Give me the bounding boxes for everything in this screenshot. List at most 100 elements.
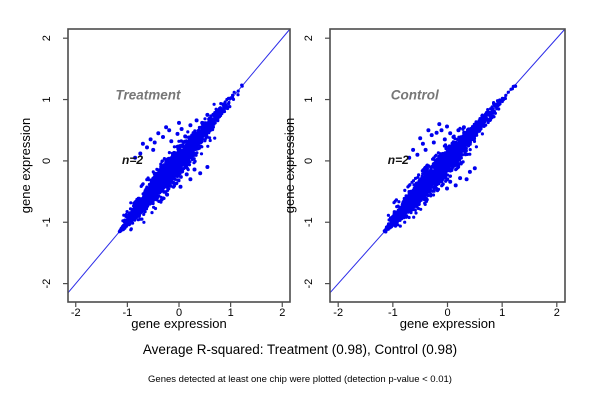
- data-point: [459, 148, 463, 152]
- data-point: [423, 170, 428, 174]
- data-point: [181, 158, 185, 162]
- data-point: [468, 148, 472, 152]
- data-point: [432, 186, 436, 190]
- data-point-outlier: [434, 130, 439, 135]
- data-point: [153, 184, 157, 188]
- data-point: [160, 159, 164, 163]
- data-point: [410, 207, 414, 211]
- data-point: [454, 142, 458, 146]
- data-point: [412, 215, 416, 219]
- data-point: [150, 192, 154, 196]
- data-point: [432, 156, 436, 160]
- data-point: [474, 123, 478, 127]
- data-point-outlier: [200, 120, 205, 125]
- data-point: [211, 128, 215, 132]
- data-point: [172, 171, 176, 175]
- data-point: [486, 108, 490, 112]
- data-point: [204, 124, 208, 128]
- data-point: [149, 183, 153, 187]
- data-point: [128, 207, 133, 211]
- data-point: [400, 209, 404, 213]
- data-point: [124, 212, 129, 216]
- data-point: [426, 179, 430, 183]
- data-point: [473, 131, 477, 135]
- data-point: [179, 175, 183, 179]
- data-point: [195, 144, 199, 148]
- data-point-outlier: [437, 122, 442, 127]
- data-point: [136, 201, 140, 205]
- data-point: [163, 175, 167, 179]
- data-point: [159, 200, 163, 204]
- data-point-outlier: [453, 183, 458, 188]
- data-point: [118, 229, 122, 233]
- data-point: [404, 194, 408, 198]
- x-tick-label: 1: [228, 307, 234, 319]
- data-point: [423, 183, 427, 187]
- data-point: [142, 220, 146, 224]
- data-point: [471, 128, 475, 132]
- data-point: [439, 160, 443, 164]
- data-point: [126, 220, 130, 224]
- data-point: [450, 163, 454, 167]
- data-point: [431, 162, 435, 166]
- data-point-outlier: [179, 127, 184, 131]
- data-point: [492, 115, 496, 119]
- data-point: [140, 207, 144, 211]
- data-point: [422, 176, 426, 180]
- data-point: [444, 169, 448, 173]
- data-point-outlier: [461, 125, 466, 130]
- data-point: [174, 170, 178, 174]
- data-point: [502, 97, 506, 101]
- data-point: [172, 168, 176, 172]
- data-point: [204, 128, 208, 132]
- data-point: [162, 183, 166, 187]
- data-point: [211, 119, 215, 123]
- data-point: [212, 102, 216, 106]
- scatter-points: [117, 83, 244, 234]
- data-point: [430, 183, 434, 187]
- data-point: [413, 186, 417, 190]
- data-point: [461, 145, 465, 149]
- plot-title: Control: [391, 88, 439, 103]
- data-point-outlier: [169, 139, 174, 144]
- data-point-outlier: [177, 120, 181, 125]
- data-point: [482, 123, 486, 127]
- data-point: [159, 166, 163, 170]
- x-tick-label: -1: [122, 307, 132, 319]
- data-point-outlier: [178, 184, 183, 189]
- data-point: [209, 117, 213, 121]
- data-point: [185, 166, 189, 170]
- data-point: [206, 144, 210, 148]
- data-point: [197, 140, 201, 144]
- data-point: [172, 145, 176, 149]
- data-point: [219, 102, 223, 106]
- data-point-outlier: [448, 179, 453, 184]
- data-point: [436, 167, 440, 171]
- data-point: [433, 168, 437, 173]
- data-point: [222, 107, 226, 111]
- data-point: [228, 105, 232, 109]
- data-point: [155, 174, 159, 179]
- data-point: [162, 190, 166, 194]
- data-point: [486, 113, 491, 117]
- data-point: [472, 139, 477, 143]
- data-point: [198, 125, 203, 129]
- data-point: [419, 197, 423, 201]
- data-point-outlier: [426, 128, 431, 133]
- data-point: [480, 132, 484, 136]
- data-point: [199, 152, 204, 156]
- data-point: [479, 127, 483, 131]
- data-point: [173, 177, 177, 181]
- data-point: [152, 205, 156, 209]
- data-point: [429, 165, 433, 169]
- x-tick-label: 2: [554, 307, 560, 319]
- data-point-outlier: [464, 177, 469, 182]
- data-point: [435, 188, 439, 192]
- data-point: [136, 218, 140, 222]
- data-point: [465, 152, 470, 156]
- data-point: [159, 172, 164, 176]
- data-point: [450, 147, 454, 151]
- data-point: [150, 211, 154, 215]
- data-point: [131, 211, 135, 215]
- data-point: [434, 153, 438, 157]
